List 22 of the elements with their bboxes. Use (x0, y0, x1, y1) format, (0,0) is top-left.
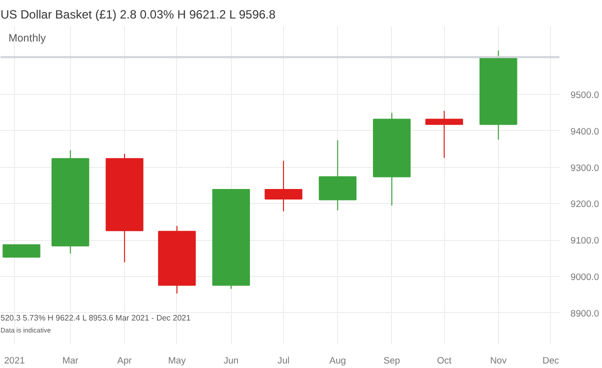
x-tick-label: Mar (62, 356, 78, 366)
x-tick-label: Sep (384, 356, 400, 366)
y-tick-label: 9100.0 (570, 236, 600, 246)
x-tick-label: Oct (436, 356, 452, 366)
y-tick-label: 9000.0 (570, 272, 600, 282)
y-tick-label: 9200.0 (570, 199, 600, 210)
x-tick-label: Jul (278, 356, 290, 366)
x-tick-label: Apr (117, 356, 132, 366)
x-tick-label: May (168, 356, 186, 366)
y-tick-label: 9300.0 (570, 162, 600, 173)
x-tick-label: Nov (490, 356, 507, 366)
x-tick-label: 2021 (4, 356, 25, 366)
x-tick-label: Jun (224, 356, 239, 366)
annotation: 520.3 5.73% H 9622.4 L 8953.6 Mar 2021 - Dec 2021 (0, 314, 192, 322)
x-tick-label: Aug (329, 356, 346, 366)
y-tick-label: 9400.0 (570, 126, 600, 136)
candlestick (425, 110, 464, 158)
annotation: Monthly (8, 32, 46, 44)
x-tick-label: Dec (542, 356, 560, 366)
y-tick-label: 9500.0 (570, 90, 600, 100)
chart-title: US Dollar Basket (£1) 2.8 0.03% H 9621.2 L 9596.8 (0, 8, 276, 22)
y-tick-label: 8900.0 (570, 308, 600, 318)
